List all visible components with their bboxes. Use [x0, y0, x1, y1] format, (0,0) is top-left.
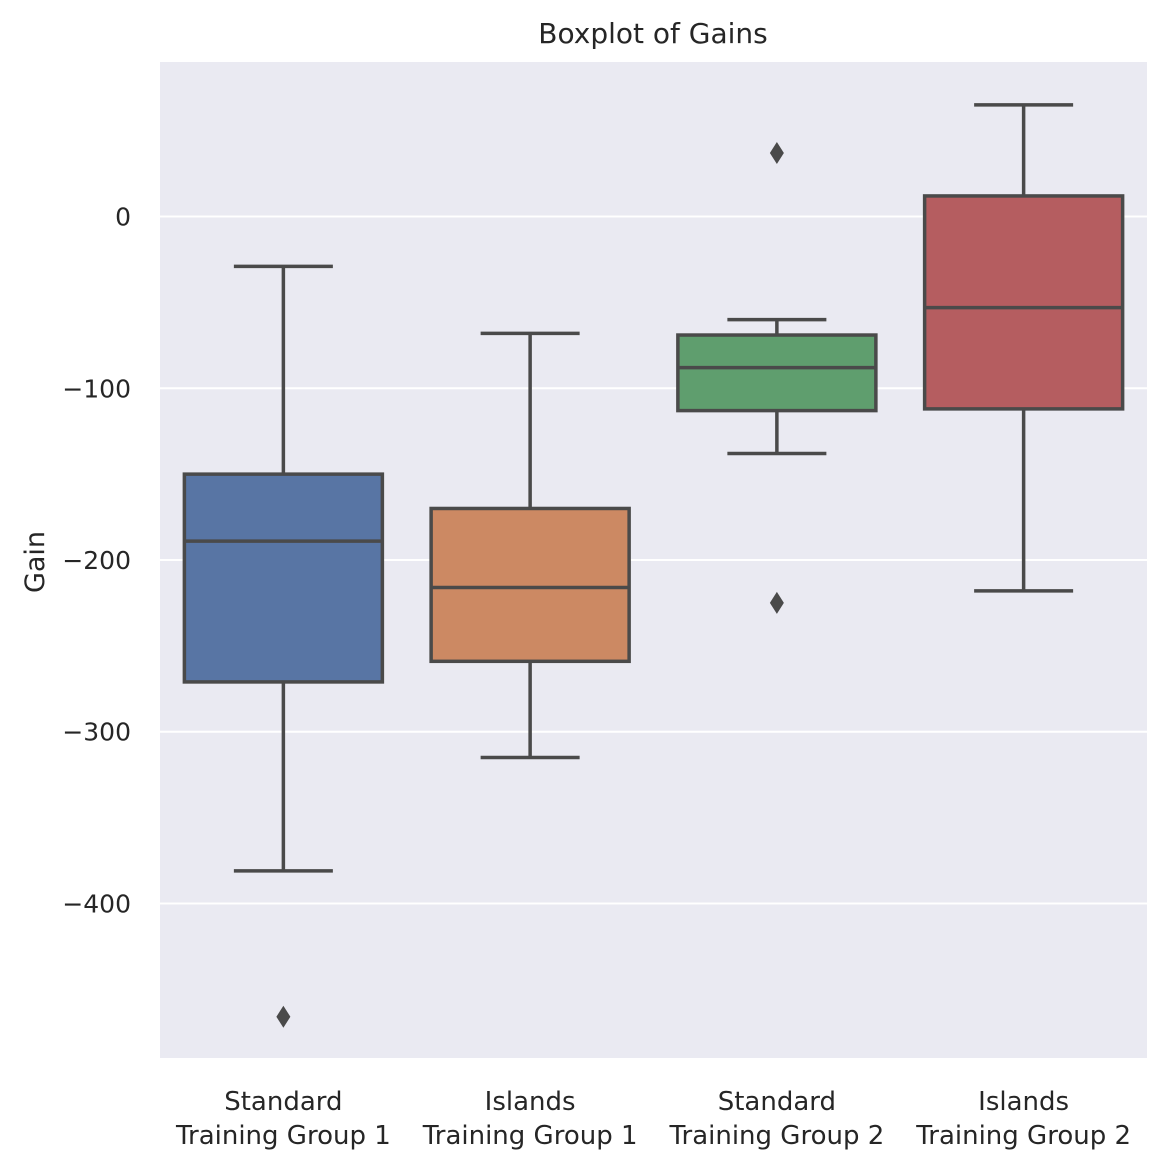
x-tick-label-line1: Standard	[224, 1087, 342, 1117]
box-iqr	[429, 506, 631, 664]
x-axis-categories: Standard Training Group 1 Islands Training …	[175, 1087, 1131, 1151]
x-tick-label-line2: Training Group 2	[915, 1121, 1131, 1151]
y-axis-ticks: 0 −100 −200 −300 −400	[62, 203, 131, 919]
outlier-point	[769, 591, 784, 614]
y-tick-label: −200	[62, 546, 131, 575]
box-iqr	[676, 333, 878, 413]
box-group	[429, 331, 631, 760]
y-tick-label: 0	[115, 203, 131, 232]
x-tick-label-line2: Training Group 2	[668, 1121, 884, 1151]
outlier-point	[769, 142, 784, 165]
x-tick-label-line2: Training Group 1	[422, 1121, 638, 1151]
x-tick-label-line1: Islands	[485, 1087, 576, 1117]
boxes	[182, 103, 1125, 1028]
y-tick-label: −100	[62, 374, 131, 403]
x-tick-label-line1: Islands	[978, 1087, 1069, 1117]
outlier-point	[276, 1005, 291, 1028]
y-tick-label: −400	[62, 889, 131, 918]
chart-title: Boxplot of Gains	[538, 17, 767, 50]
x-tick-label-line2: Training Group 1	[175, 1121, 391, 1151]
box-iqr	[182, 472, 385, 684]
y-axis-label: Gain	[20, 531, 51, 593]
box-group	[182, 264, 385, 1028]
box-iqr	[922, 194, 1125, 411]
box-group	[676, 142, 878, 614]
box-group	[922, 103, 1125, 593]
y-tick-label: −300	[62, 718, 131, 747]
x-tick-label-line1: Standard	[718, 1087, 836, 1117]
